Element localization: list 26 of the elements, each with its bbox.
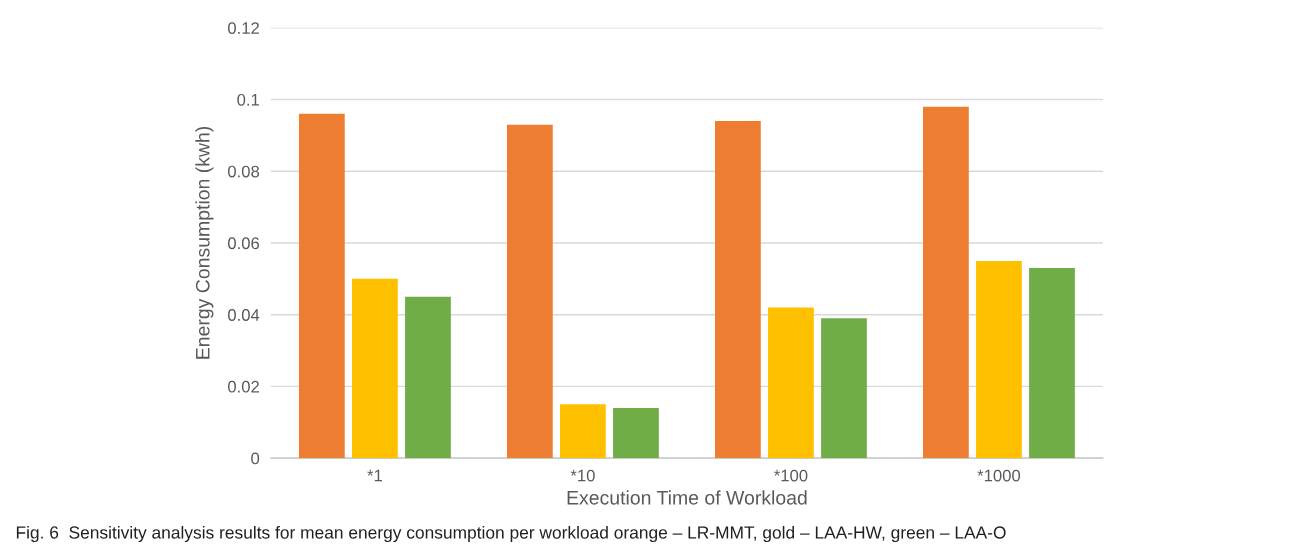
bar — [821, 318, 867, 459]
bar — [560, 404, 606, 459]
y-tick-label: 0.04 — [228, 309, 260, 321]
bar — [715, 121, 761, 459]
y-tick-label: 0 — [251, 452, 260, 465]
y-tick-label: 0.12 — [228, 22, 259, 34]
y-tick-label: 0.1 — [237, 93, 259, 106]
y-tick-label: 0.08 — [228, 165, 260, 178]
x-tick-label: *10 — [570, 469, 595, 482]
x-axis-title: Execution Time of Workload — [567, 490, 807, 505]
y-tick-label: 0.06 — [228, 237, 260, 250]
x-tick-label: *1000 — [977, 469, 1021, 482]
x-tick-label: *100 — [774, 469, 808, 482]
x-tick-label: *1 — [367, 469, 382, 482]
bar — [1029, 268, 1075, 459]
bar — [923, 106, 969, 459]
bar — [506, 124, 553, 459]
bar — [613, 407, 659, 459]
caption: Fig. 6 Sensitivity analysis results for mean energy consumption per workload orange – LR-MMT, gold – LAA-HW, green – LAA-O — [16, 525, 1006, 543]
y-tick-label: 0.02 — [228, 380, 259, 393]
bar — [298, 113, 345, 459]
bar — [976, 260, 1022, 459]
bar — [768, 307, 814, 459]
bar — [405, 296, 451, 459]
y-axis-title: Energy Consumption (kwh) — [195, 126, 214, 359]
bar — [352, 278, 398, 459]
